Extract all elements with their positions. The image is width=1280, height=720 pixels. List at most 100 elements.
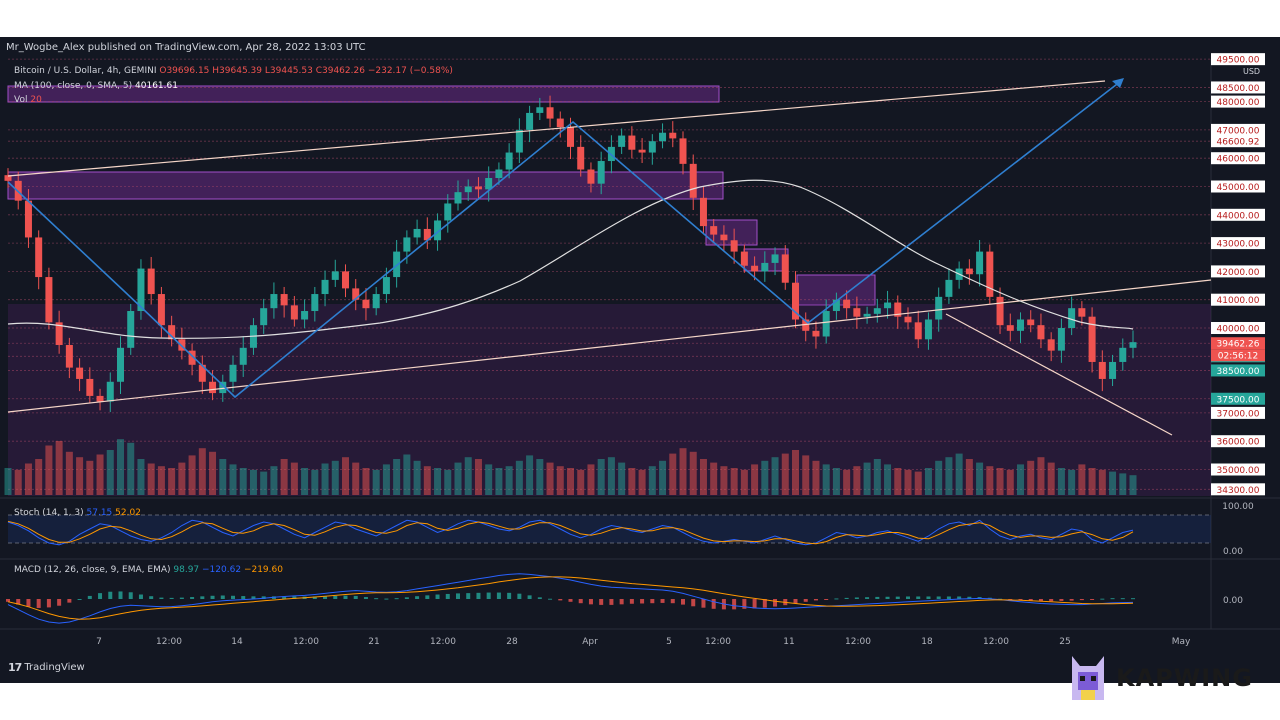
volume-bar	[55, 441, 63, 495]
stoch-k-value: 57.15	[86, 508, 113, 518]
price-tick-label: 36000.00	[1217, 438, 1260, 448]
candle-body	[771, 254, 779, 263]
macd-hist-bar	[445, 593, 450, 599]
volume-bar	[771, 457, 779, 495]
volume-bar	[996, 468, 1004, 495]
volume-bar	[699, 459, 707, 495]
macd-hist-value: 98.97	[173, 565, 200, 575]
candle-body	[669, 132, 677, 139]
volume-bar	[434, 468, 442, 495]
volume-bar	[464, 457, 472, 495]
macd-hist-bar	[6, 599, 10, 602]
price-tick-bg	[1211, 392, 1265, 405]
zigzag-trendline	[7, 80, 1122, 399]
volume-bar	[515, 460, 523, 495]
volume-bar	[761, 460, 769, 495]
candle-body	[536, 107, 544, 113]
volume-bar	[853, 466, 861, 495]
macd-hist-bar	[629, 599, 634, 604]
time-tick-label: 12:00	[705, 637, 731, 647]
volume-bar	[884, 464, 892, 495]
candle-body	[403, 237, 411, 252]
price-tick-bg	[1211, 180, 1265, 193]
volume-bar	[178, 462, 186, 495]
volume-bar	[802, 455, 810, 495]
volume-bar	[567, 468, 574, 495]
price-tick-bg	[1211, 123, 1265, 136]
macd-hist-bar	[793, 599, 798, 604]
volume-bar	[546, 462, 554, 495]
publisher-line: Mr_Wogbe_Alex published on TradingView.c…	[6, 42, 366, 53]
ma-100-line	[7, 179, 1134, 339]
price-tick-label: 46000.00	[1217, 155, 1260, 165]
macd-hist-bar	[936, 596, 941, 599]
macd-hist-bar	[742, 599, 747, 609]
vol-label: Vol	[14, 95, 28, 105]
volume-bar	[873, 459, 881, 495]
volume-bar	[342, 457, 349, 495]
candle-body	[188, 350, 196, 365]
time-tick-label: 25	[1059, 637, 1070, 647]
candle-body	[464, 186, 472, 193]
macd-hist-bar	[169, 597, 174, 599]
volume-bar	[526, 455, 534, 495]
macd-hist-bar	[16, 599, 21, 605]
price-tick-label: 48500.00	[1217, 84, 1260, 94]
macd-hist-bar	[732, 599, 737, 610]
candle-body	[454, 192, 462, 204]
candle-body	[618, 135, 626, 147]
price-tick-bg	[1211, 463, 1265, 476]
macd-hist-bar	[394, 598, 399, 600]
kapwing-watermark: KAPWING	[1070, 652, 1280, 704]
volume-bar	[96, 454, 104, 495]
macd-hist-bar	[425, 595, 430, 599]
volume-bar	[1088, 468, 1096, 495]
macd-hist-bar	[353, 595, 358, 599]
macd-hist-bar	[476, 592, 481, 599]
time-tick-label: 11	[783, 637, 794, 647]
volume-bar	[372, 469, 380, 495]
candle-body	[812, 330, 820, 337]
candle-body	[495, 169, 503, 179]
volume-bar	[577, 469, 585, 495]
candle-body	[372, 294, 380, 309]
price-tick-label: 43000.00	[1217, 240, 1260, 250]
macd-hist-bar	[599, 599, 604, 605]
candle-body	[331, 271, 339, 280]
macd-hist-bar	[803, 599, 808, 602]
candle-body	[884, 302, 892, 309]
macd-hist-bar	[220, 595, 225, 599]
candle-body	[96, 395, 104, 402]
macd-hist-bar	[1038, 599, 1043, 602]
macd-hist-bar	[1049, 599, 1054, 602]
macd-hist-bar	[1131, 598, 1135, 600]
candle-body	[761, 262, 769, 272]
price-unit-label: USD	[1243, 67, 1260, 76]
volume-bar	[1098, 469, 1106, 495]
macd-hist-bar	[875, 596, 880, 599]
countdown-bg	[1211, 349, 1265, 362]
volume-bar	[1119, 473, 1127, 495]
candle-body	[965, 268, 973, 275]
price-tick-bg	[1211, 293, 1265, 306]
volume-bar	[618, 462, 626, 495]
time-tick-label: 28	[506, 637, 518, 647]
candle-body	[546, 107, 554, 119]
candle-body	[945, 279, 953, 297]
price-tick-label: 48000.00	[1217, 98, 1260, 108]
candle-body	[35, 237, 43, 278]
macd-hist-bar	[87, 595, 92, 599]
stoch-legend: Stoch (14, 1, 3) 57.15 52.02	[14, 508, 141, 518]
volume-bar	[168, 468, 176, 495]
candle-body	[321, 279, 329, 295]
volume-bar	[976, 462, 984, 495]
candle-body	[730, 240, 738, 252]
volume-bar	[1129, 475, 1137, 495]
volume-bar	[1027, 460, 1035, 495]
macd-label: MACD (12, 26, close, 9, EMA, EMA)	[14, 565, 171, 575]
volume-bar	[1109, 471, 1117, 495]
macd-hist-bar	[466, 593, 471, 599]
volume-bar	[239, 468, 247, 495]
volume-bar	[331, 460, 339, 495]
price-tick-label: 40000.00	[1217, 325, 1260, 335]
